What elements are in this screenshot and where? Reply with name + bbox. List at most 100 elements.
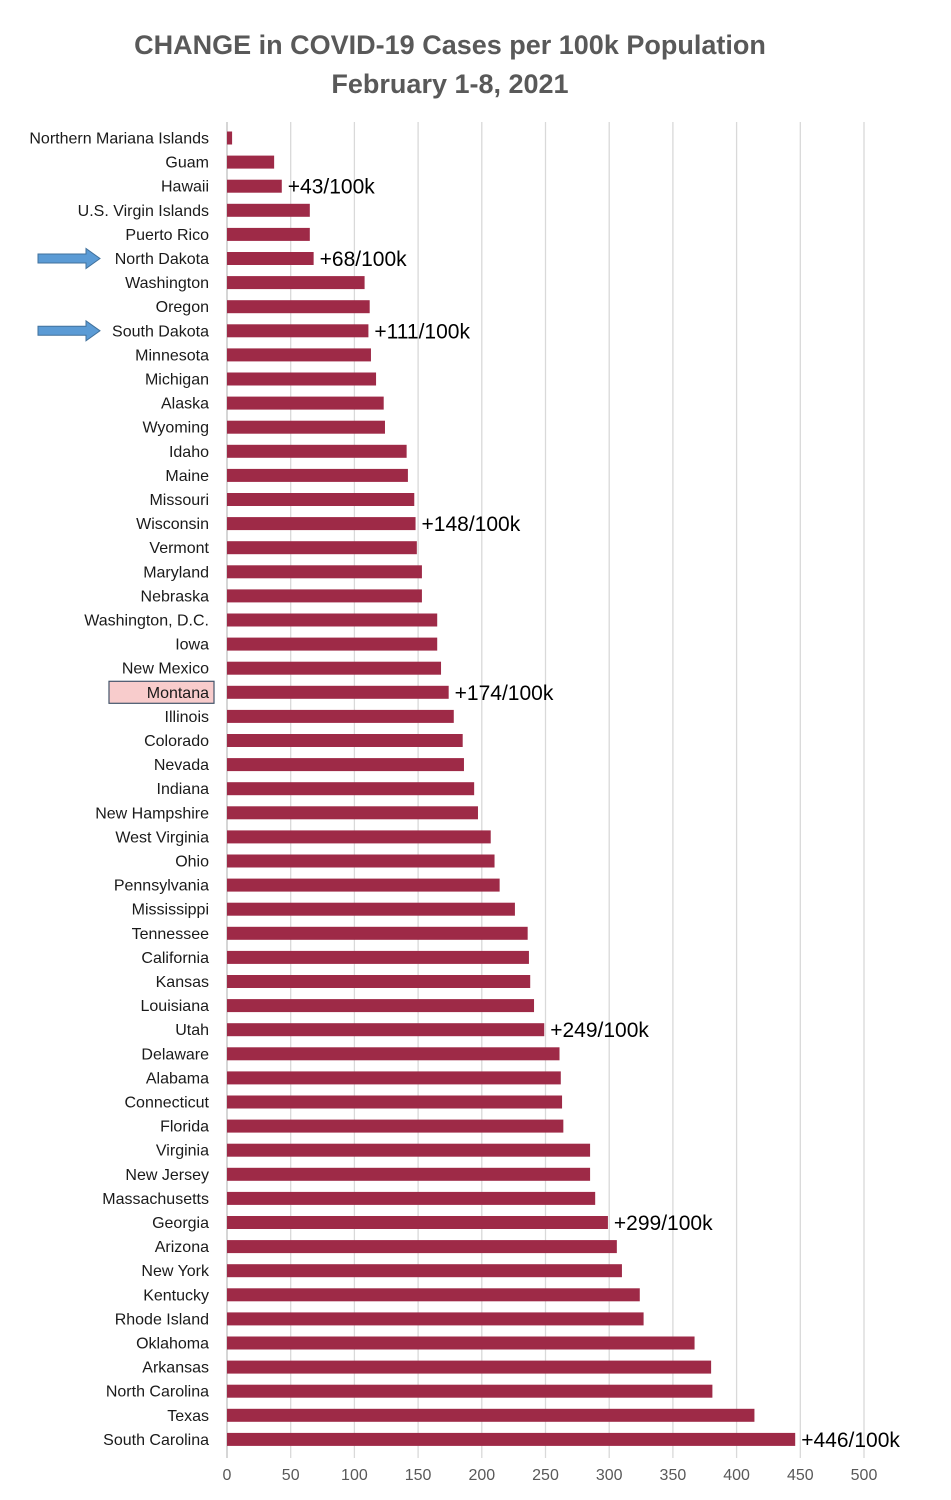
category-label: Missouri xyxy=(149,492,209,509)
bar xyxy=(227,685,449,699)
category-label: Arizona xyxy=(155,1239,209,1256)
x-tick-label: 200 xyxy=(468,1467,495,1484)
bar xyxy=(227,734,463,747)
category-label: Tennessee xyxy=(132,926,209,943)
bar xyxy=(227,227,310,241)
category-label: Puerto Rico xyxy=(125,227,209,244)
data-annotation: +249/100k xyxy=(550,1019,649,1042)
bar xyxy=(227,637,438,651)
data-annotation: +174/100k xyxy=(455,682,554,705)
category-label: Idaho xyxy=(169,444,209,461)
bar xyxy=(227,420,385,434)
bar xyxy=(227,589,422,603)
category-label: Minnesota xyxy=(135,347,209,364)
bar xyxy=(227,203,310,217)
bar xyxy=(227,782,475,796)
category-label: Ohio xyxy=(175,854,209,871)
x-tick-label: 50 xyxy=(282,1467,300,1484)
category-label: Texas xyxy=(167,1408,209,1425)
category-label: Wyoming xyxy=(142,420,209,437)
category-label: Washington, D.C. xyxy=(84,613,209,630)
bar xyxy=(227,1023,545,1037)
bar xyxy=(227,1384,713,1398)
x-tick-label: 100 xyxy=(341,1467,368,1484)
category-label: Oklahoma xyxy=(136,1336,209,1353)
bar xyxy=(227,1119,564,1133)
category-label: Florida xyxy=(160,1119,209,1136)
category-label: Delaware xyxy=(141,1046,209,1063)
data-annotation: +68/100k xyxy=(320,248,407,271)
x-tick-label: 300 xyxy=(596,1467,623,1484)
category-label: Washington xyxy=(125,275,209,292)
arrow-marker-icon xyxy=(37,319,101,342)
bar xyxy=(227,1288,640,1302)
category-label: U.S. Virgin Islands xyxy=(78,203,209,220)
bar xyxy=(227,950,529,964)
category-label: Nebraska xyxy=(141,588,210,605)
category-label: Utah xyxy=(175,1022,209,1039)
bar xyxy=(227,1336,695,1350)
bar xyxy=(227,1312,644,1326)
category-label: Iowa xyxy=(175,637,209,654)
data-annotation: +446/100k xyxy=(801,1429,900,1452)
bar xyxy=(227,1143,591,1157)
category-label: Wisconsin xyxy=(136,516,209,533)
category-label: Northern Mariana Islands xyxy=(29,131,209,148)
category-label: California xyxy=(141,950,209,967)
bar xyxy=(227,541,417,555)
data-annotation: +43/100k xyxy=(288,176,375,199)
x-tick-label: 0 xyxy=(223,1467,232,1484)
bar xyxy=(227,348,371,362)
bar xyxy=(227,830,491,844)
bar xyxy=(227,854,495,868)
bar xyxy=(227,324,369,338)
category-label: Oregon xyxy=(156,299,209,316)
bar xyxy=(227,1216,608,1229)
bar xyxy=(227,806,478,820)
bar xyxy=(227,372,377,386)
category-label: Alaska xyxy=(161,396,209,413)
bar xyxy=(227,1047,560,1061)
category-label: New Jersey xyxy=(125,1167,209,1184)
highlight-box xyxy=(108,680,215,704)
bar xyxy=(227,902,515,916)
bar xyxy=(227,396,384,410)
bar xyxy=(227,252,314,265)
bar xyxy=(227,1360,712,1374)
category-label: South Carolina xyxy=(103,1432,209,1449)
bar xyxy=(227,1095,563,1109)
x-tick-label: 500 xyxy=(851,1467,878,1484)
category-label: North Carolina xyxy=(106,1384,209,1401)
category-label: North Dakota xyxy=(115,251,209,268)
bar xyxy=(227,613,438,627)
bar xyxy=(227,300,370,314)
bar xyxy=(227,661,442,675)
x-tick-label: 400 xyxy=(723,1467,750,1484)
bar xyxy=(227,131,233,145)
bar xyxy=(227,709,454,723)
category-label: Arkansas xyxy=(142,1360,209,1377)
category-label: Kansas xyxy=(156,974,209,991)
category-label: Virginia xyxy=(156,1143,209,1160)
bar xyxy=(227,1071,561,1085)
data-annotation: +299/100k xyxy=(614,1212,713,1235)
bar xyxy=(227,1240,617,1254)
category-label: South Dakota xyxy=(112,323,209,340)
bar xyxy=(227,758,464,772)
bar xyxy=(227,565,422,579)
data-annotation: +148/100k xyxy=(422,513,521,536)
category-label: Louisiana xyxy=(141,998,210,1015)
data-annotation: +111/100k xyxy=(374,320,470,343)
category-label: Massachusetts xyxy=(102,1191,209,1208)
bar xyxy=(227,1408,755,1422)
category-label: Rhode Island xyxy=(115,1311,209,1328)
bar xyxy=(227,179,282,193)
category-label: New Mexico xyxy=(122,661,209,678)
bar xyxy=(227,444,407,458)
category-label: Georgia xyxy=(152,1215,209,1232)
bar xyxy=(227,468,408,482)
bar xyxy=(227,999,535,1013)
bar xyxy=(227,155,275,169)
x-tick-label: 350 xyxy=(660,1467,687,1484)
